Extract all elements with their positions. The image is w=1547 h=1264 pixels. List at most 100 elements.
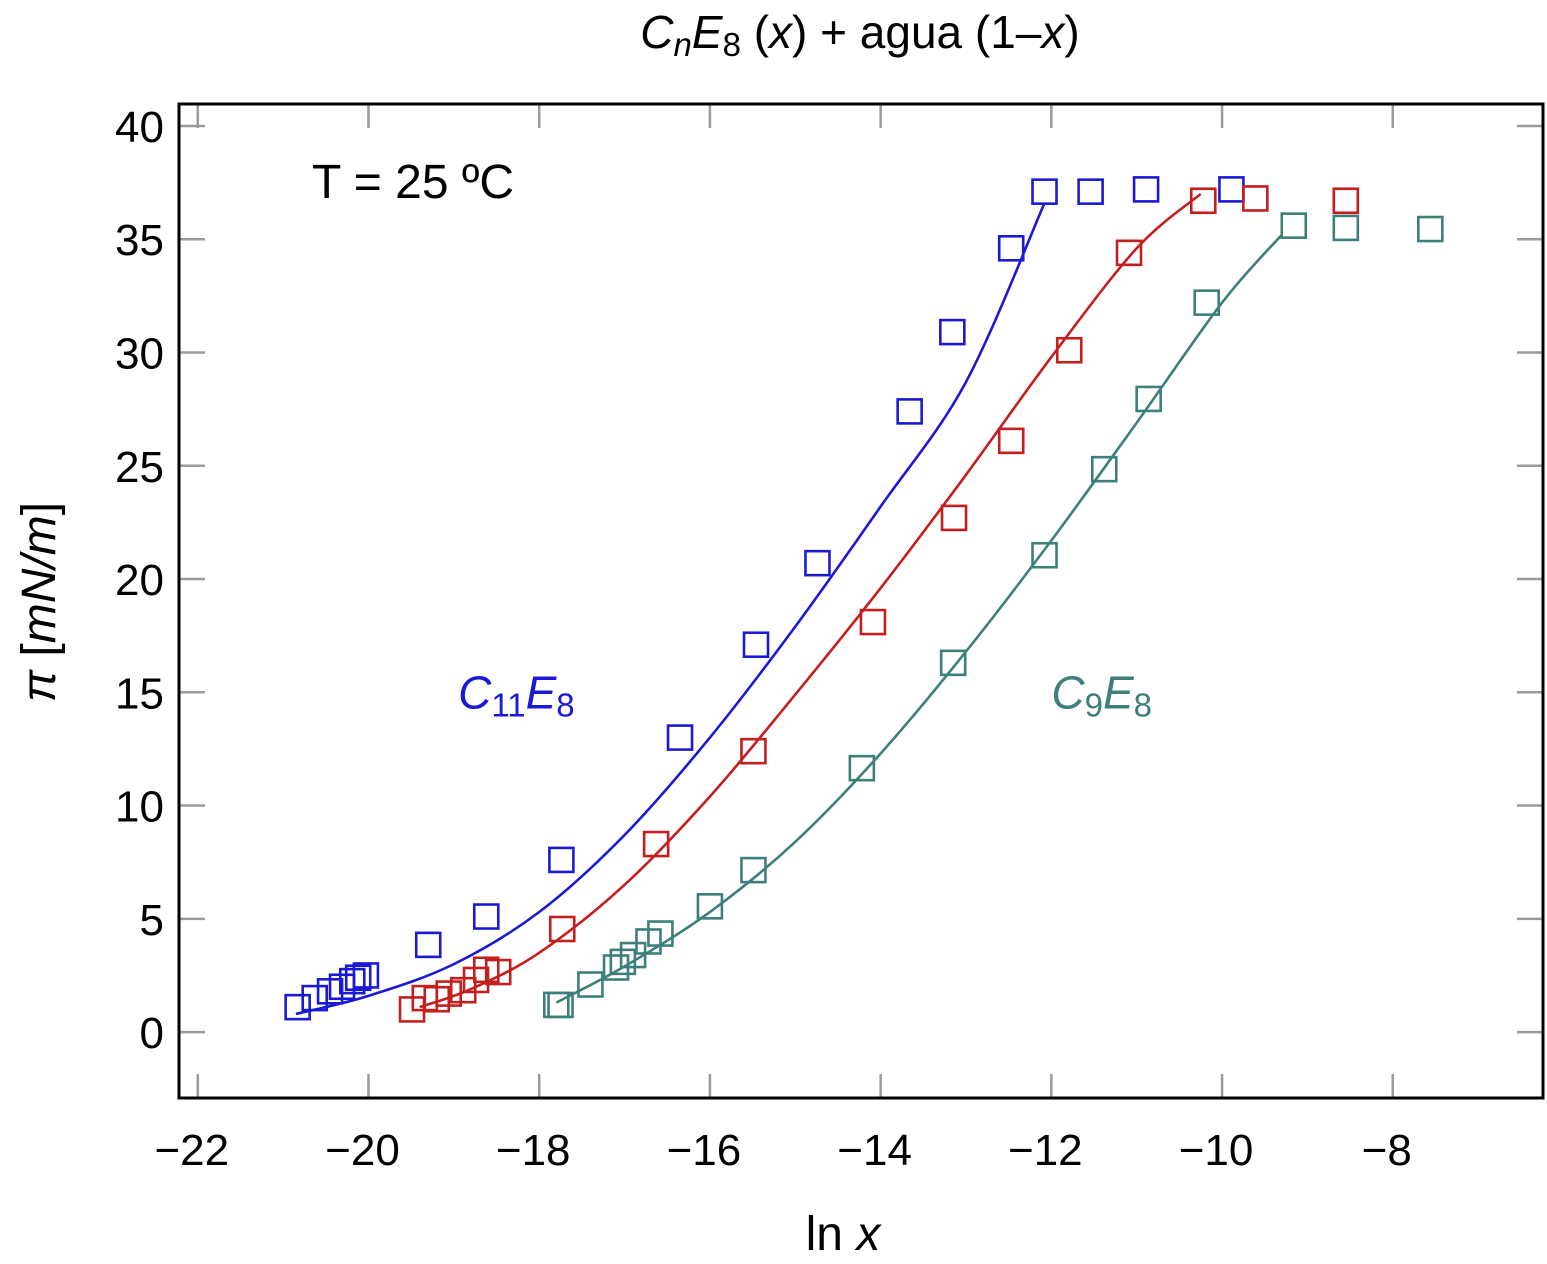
text-part: E — [1103, 666, 1135, 718]
text-part: 8 — [1134, 687, 1152, 724]
data-point-C11E8 — [1077, 178, 1104, 205]
y-tick-label: 40 — [115, 103, 164, 152]
text-part: ( — [741, 6, 770, 58]
data-markers — [284, 176, 1444, 1023]
text-part: 11 — [491, 687, 525, 724]
data-point-C9E8 — [1135, 385, 1162, 413]
data-point-C10E8 — [740, 737, 767, 765]
data-point-C10E8 — [1115, 239, 1143, 267]
data-point-C9E8 — [619, 941, 647, 969]
x-tick-label: −22 — [154, 1126, 229, 1175]
data-point-C10E8 — [1055, 336, 1083, 364]
text-part: E — [692, 6, 724, 58]
data-point-C11E8 — [742, 631, 770, 659]
data-point-C9E8 — [1417, 215, 1444, 243]
series-labels: C11E8 C9E8 — [458, 666, 1152, 723]
x-tick-label: −20 — [325, 1126, 400, 1175]
y-tick-label: 25 — [115, 443, 164, 492]
y-tick-label: 20 — [115, 556, 164, 605]
data-point-C10E8 — [435, 980, 463, 1007]
data-point-C9E8 — [740, 856, 767, 884]
y-tick-label: 15 — [115, 669, 164, 718]
data-point-C10E8 — [462, 966, 490, 994]
data-point-C9E8 — [696, 893, 724, 920]
data-point-C11E8 — [472, 903, 500, 930]
data-point-C11E8 — [414, 931, 442, 959]
data-point-C9E8 — [547, 991, 574, 1019]
text-part: 8 — [556, 687, 574, 724]
text-part: C — [1051, 666, 1085, 718]
data-point-C11E8 — [666, 724, 694, 751]
data-point-C10E8 — [997, 427, 1025, 455]
data-point-C11E8 — [338, 967, 366, 995]
text-part: x — [767, 6, 794, 58]
text-part: 8 — [723, 26, 741, 63]
data-point-C11E8 — [997, 234, 1025, 262]
y-tick-label: 0 — [140, 1009, 164, 1058]
text-part: ln — [806, 1208, 857, 1261]
text-part: mN/m — [13, 515, 66, 643]
data-point-C11E8 — [284, 993, 311, 1021]
data-point-C9E8 — [939, 649, 967, 677]
data-point-C10E8 — [548, 915, 576, 943]
x-tick-label: −12 — [1008, 1126, 1083, 1175]
series-label-C11E8: C11E8 — [458, 666, 575, 723]
tick-labels: −22 −20 −18 −16 −14 −12 −10 −8 0 5 10 15 20 25 30 35 40 — [115, 103, 1412, 1175]
data-point-C10E8 — [484, 958, 512, 986]
data-point-C9E8 — [1090, 455, 1118, 483]
x-tick-label: −14 — [837, 1126, 912, 1175]
data-point-C9E8 — [609, 948, 637, 976]
fit-line-C11E8 — [295, 202, 1046, 1016]
x-tick-label: −10 — [1179, 1126, 1254, 1175]
data-point-C11E8 — [352, 962, 380, 989]
data-point-C10E8 — [1242, 185, 1269, 212]
data-point-C11E8 — [1031, 178, 1058, 205]
data-point-C9E8 — [1031, 541, 1058, 569]
text-part: C — [458, 666, 492, 718]
data-point-C10E8 — [1332, 187, 1360, 215]
text-part: n — [674, 26, 692, 63]
series-label-C9E8: C9E8 — [1051, 666, 1152, 723]
text-part: C — [640, 6, 674, 58]
chart-title: CnE8 (x) + agua (1–x) — [640, 6, 1079, 63]
data-point-C11E8 — [344, 964, 372, 992]
data-point-C11E8 — [804, 549, 831, 577]
y-tick-label: 35 — [115, 216, 164, 265]
fit-line-C9E8 — [555, 233, 1283, 1004]
y-tick-label: 30 — [115, 330, 164, 379]
text-part: 9 — [1085, 687, 1103, 724]
data-point-C11E8 — [548, 846, 575, 874]
data-point-C11E8 — [1218, 176, 1245, 203]
text-part: x — [854, 1208, 882, 1261]
data-point-C10E8 — [1189, 187, 1217, 215]
plot-frame — [177, 102, 1545, 1100]
data-point-C11E8 — [301, 984, 329, 1012]
y-axis-label: π [mN/m] — [13, 502, 66, 702]
x-tick-label: −18 — [496, 1126, 571, 1175]
data-point-C9E8 — [577, 971, 604, 998]
text-part: E — [526, 666, 558, 718]
data-point-C11E8 — [939, 318, 966, 346]
text-part: x — [1039, 6, 1066, 58]
y-tick-label: 5 — [140, 896, 164, 945]
data-point-C11E8 — [1132, 176, 1160, 203]
data-point-C9E8 — [848, 754, 876, 782]
text-part: ) — [1064, 6, 1079, 58]
x-tick-label: −16 — [667, 1126, 742, 1175]
x-axis-label: ln x — [806, 1208, 883, 1261]
data-point-C10E8 — [859, 608, 887, 636]
y-tick-label: 10 — [115, 783, 164, 832]
text-part: [ — [13, 643, 66, 670]
text-part: ] — [13, 502, 66, 515]
data-point-C11E8 — [896, 398, 923, 425]
data-point-C10E8 — [642, 830, 670, 858]
data-point-C9E8 — [1193, 289, 1220, 316]
data-point-C9E8 — [1332, 214, 1360, 242]
data-point-C9E8 — [1280, 212, 1308, 239]
fit-line-C10E8 — [419, 192, 1202, 1009]
fit-curves — [295, 192, 1283, 1016]
axis-ticks — [179, 104, 1543, 1098]
data-point-C9E8 — [647, 920, 674, 947]
data-point-C10E8 — [940, 504, 968, 532]
